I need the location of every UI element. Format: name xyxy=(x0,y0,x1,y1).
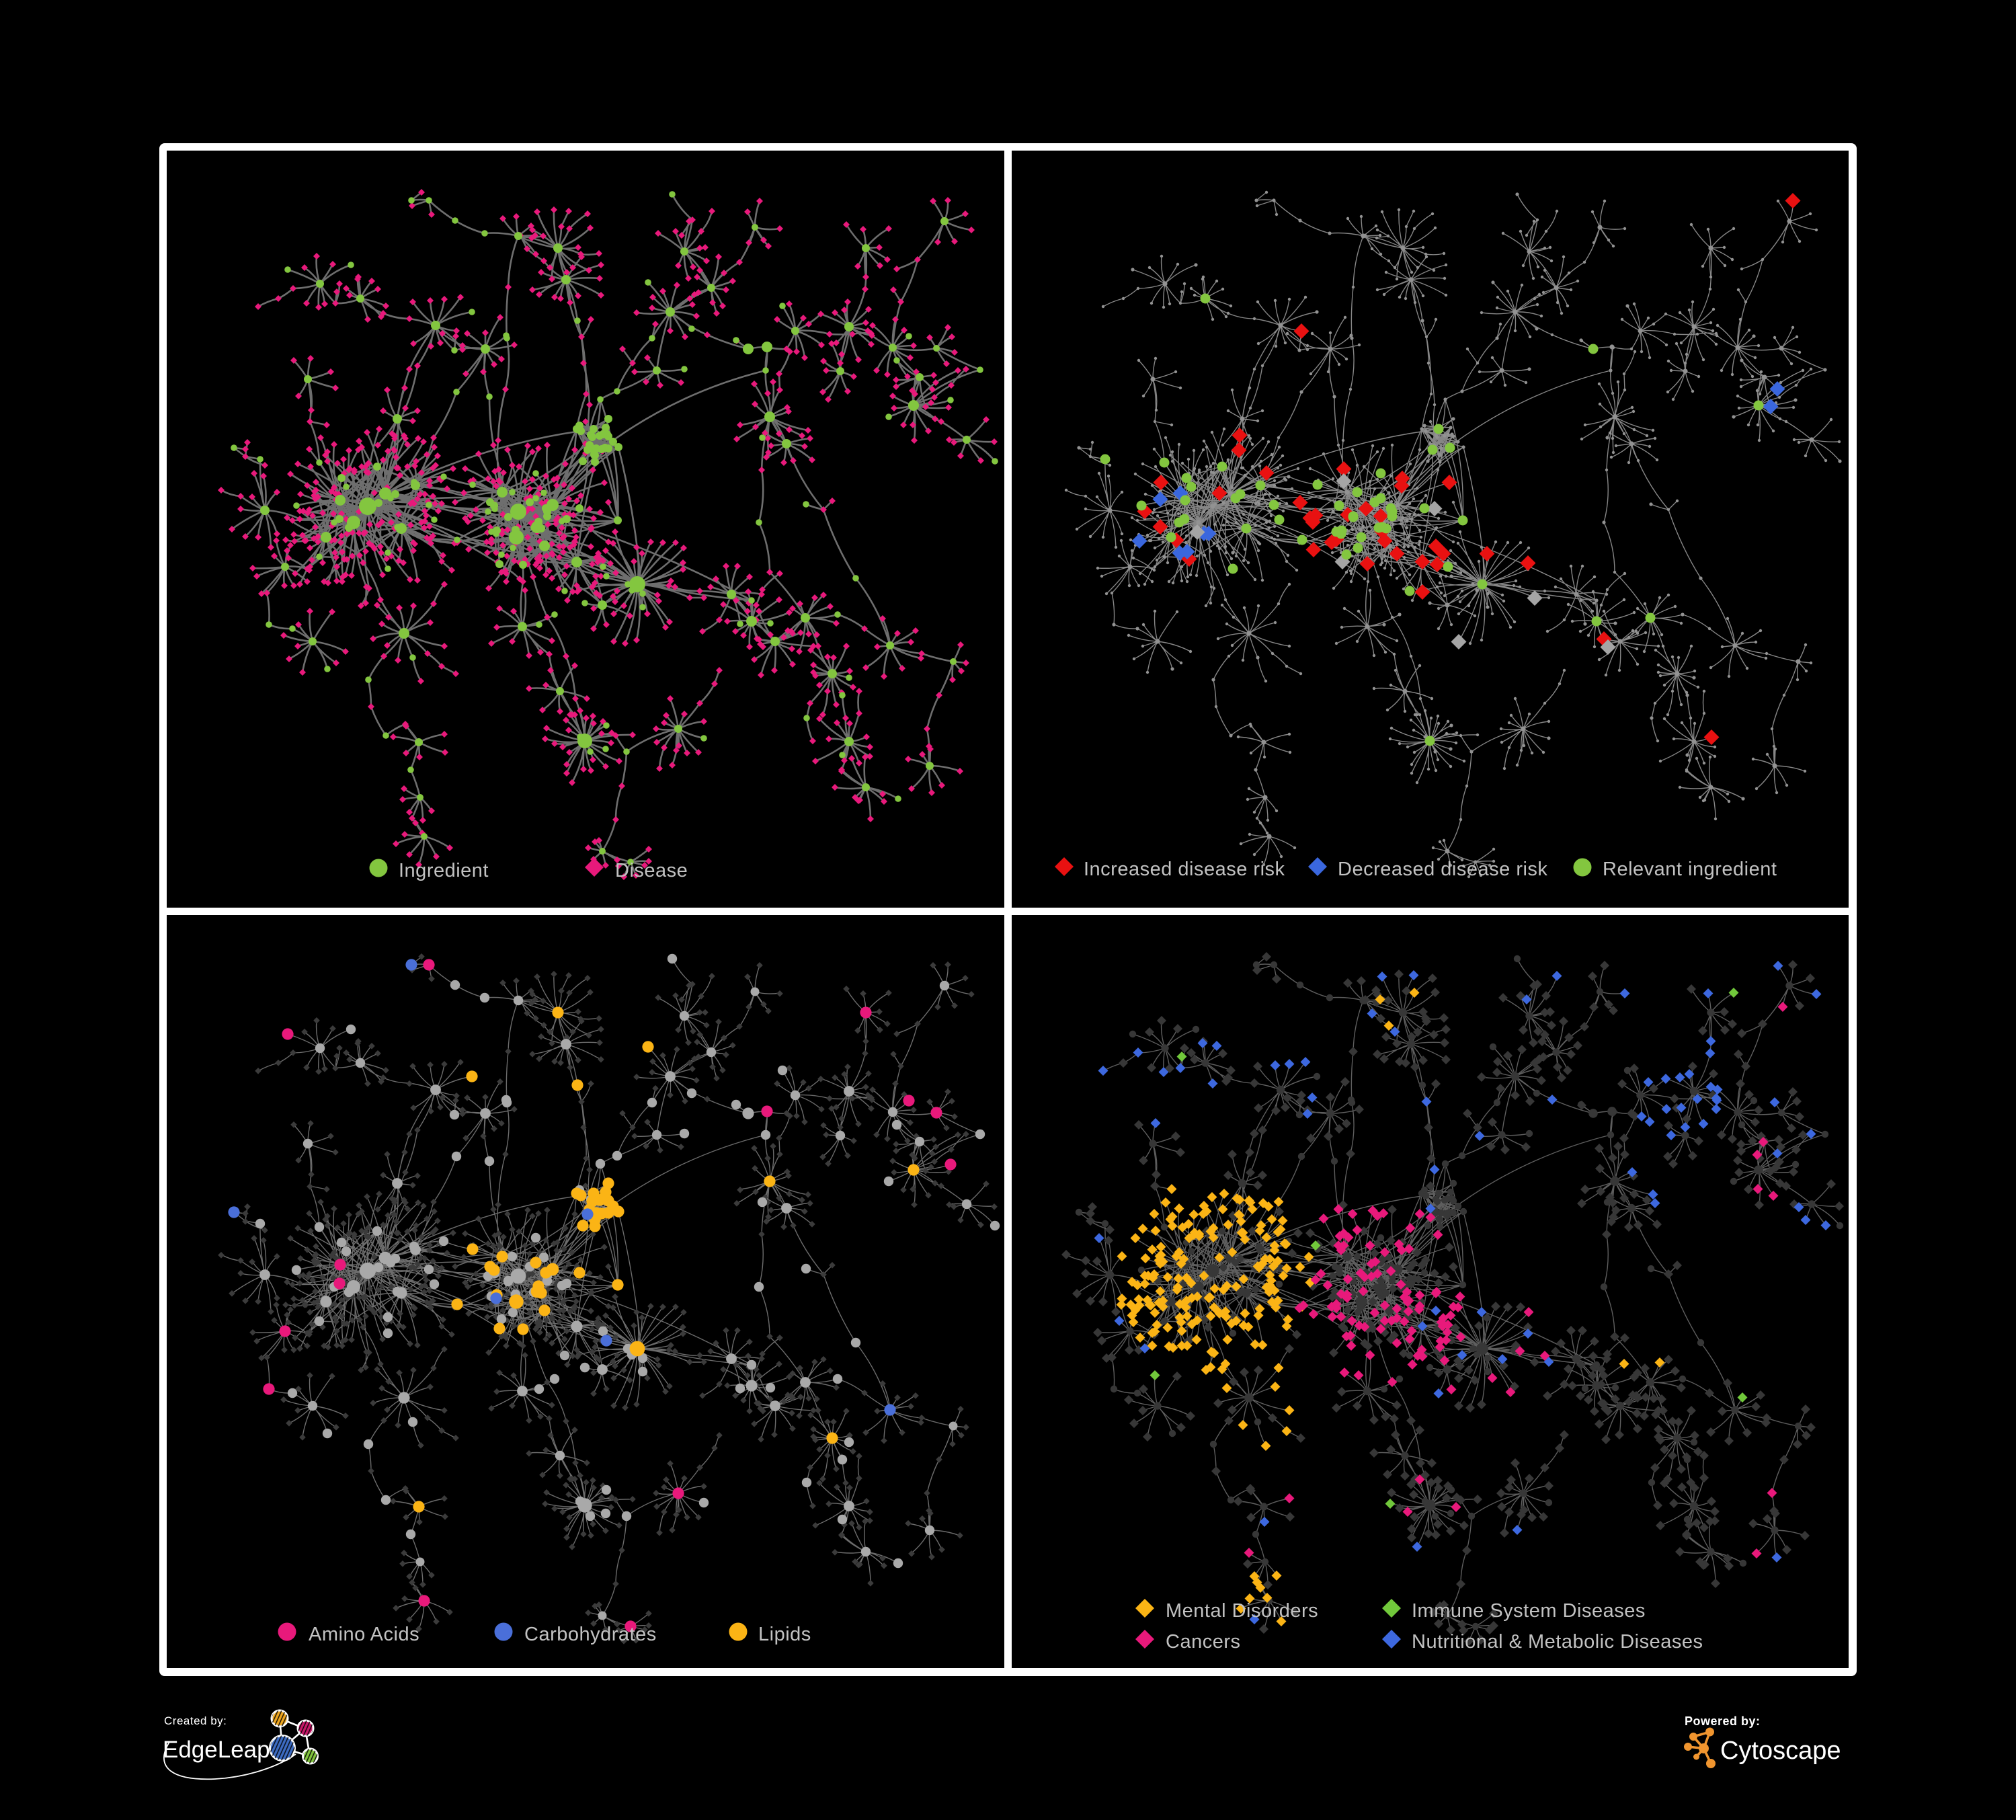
svg-text:EdgeLeap: EdgeLeap xyxy=(163,1737,270,1763)
svg-text:Relevant ingredient: Relevant ingredient xyxy=(1603,859,1777,880)
svg-text:Nutritional & Metabolic Diseas: Nutritional & Metabolic Diseases xyxy=(1412,1631,1703,1653)
svg-text:Created by:: Created by: xyxy=(164,1714,227,1727)
svg-text:Decreased disease risk: Decreased disease risk xyxy=(1338,859,1547,880)
svg-text:Lipids: Lipids xyxy=(758,1624,811,1645)
svg-text:Powered by:: Powered by: xyxy=(1685,1714,1761,1728)
svg-text:Cytoscape: Cytoscape xyxy=(1720,1737,1841,1765)
svg-text:Cancers: Cancers xyxy=(1166,1631,1241,1653)
svg-text:Mental Disorders: Mental Disorders xyxy=(1166,1600,1318,1622)
svg-text:Ingredient: Ingredient xyxy=(399,860,489,881)
svg-text:Immune System Diseases: Immune System Diseases xyxy=(1412,1600,1646,1622)
svg-text:Carbohydrates: Carbohydrates xyxy=(524,1624,657,1645)
svg-text:Disease: Disease xyxy=(615,860,688,881)
svg-text:Increased disease risk: Increased disease risk xyxy=(1084,859,1285,880)
svg-text:Amino Acids: Amino Acids xyxy=(309,1624,419,1645)
